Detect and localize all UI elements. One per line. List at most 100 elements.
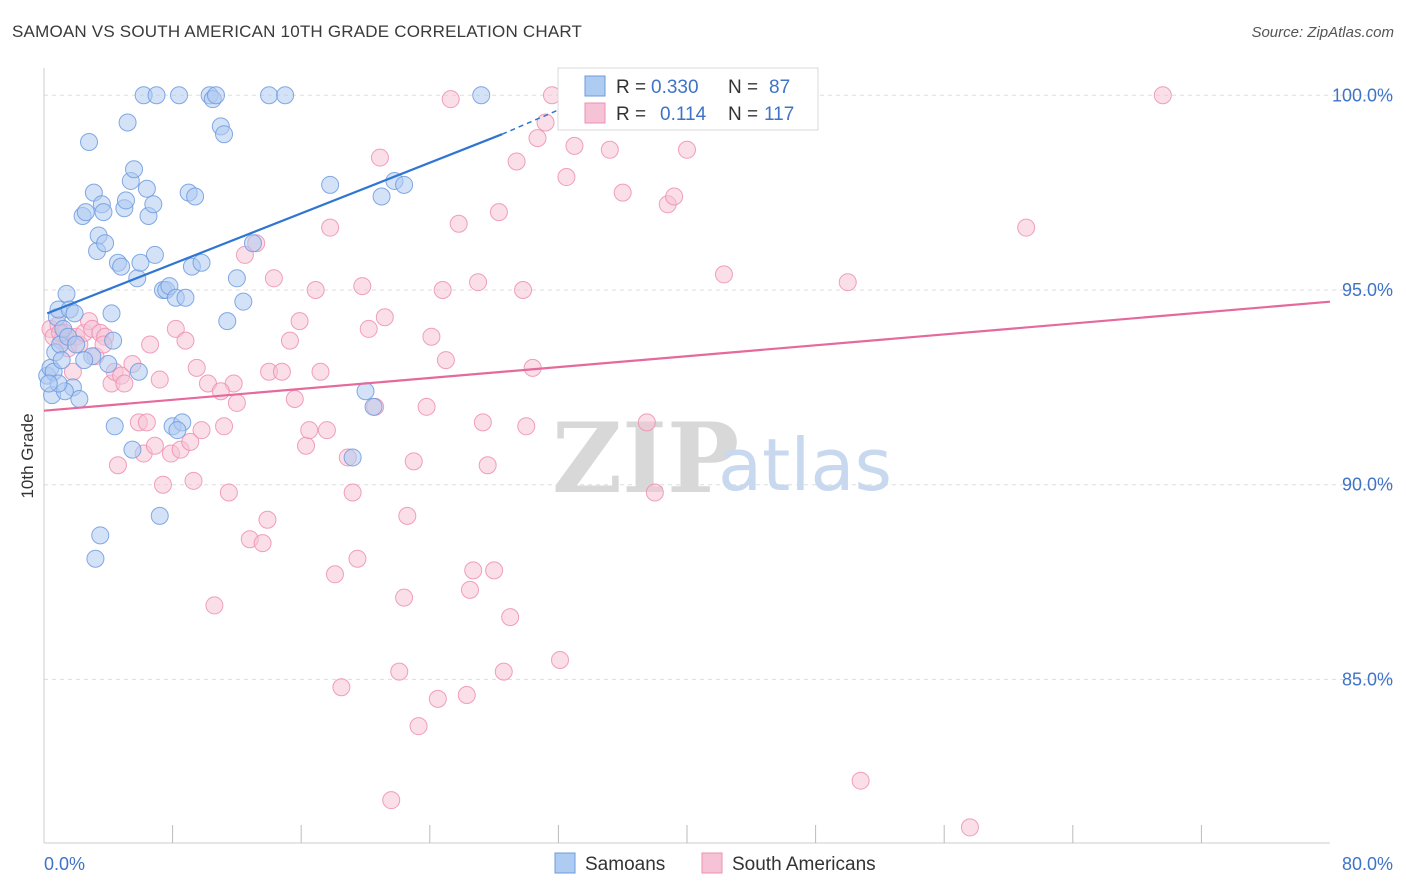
data-point [205,596,224,615]
data-point [102,304,121,323]
data-point [131,253,150,272]
data-point [181,432,200,451]
data-point [170,86,189,105]
data-point [218,312,237,331]
data-point [67,335,86,354]
x-tick-label: 0.0% [44,854,85,874]
data-point [141,335,160,354]
data-point [253,534,272,553]
data-point [348,549,367,568]
data-point [325,565,344,584]
data-point [838,273,857,292]
data-point [153,475,172,494]
data-point [112,257,131,276]
data-point [469,273,488,292]
data-point [300,421,319,440]
legend: Samoans South Americans [554,852,876,875]
data-point [75,351,94,370]
south-americans-n-value: 117 [764,104,794,125]
data-point [489,203,508,222]
watermark-atlas: atlas [718,423,892,507]
data-point [105,417,124,436]
data-point [851,771,870,790]
data-point [494,662,513,681]
chart-title: SAMOAN VS SOUTH AMERICAN 10TH GRADE CORR… [12,22,583,41]
south-americans-stat-swatch [584,102,606,124]
data-point [436,351,455,370]
data-point [449,214,468,233]
data-point [321,218,340,237]
samoans-trendline [46,133,503,315]
y-axis-title: 10th Grade [18,413,37,498]
data-point [187,358,206,377]
legend-label-south-americans: South Americans [732,854,876,875]
south-americans-r-value: 0.114 [660,104,707,125]
data-point [129,362,148,381]
data-point [485,561,504,580]
y-tick-label: 90.0% [1342,475,1393,495]
data-point [404,452,423,471]
y-tick-label: 85.0% [1342,669,1393,689]
data-point [243,234,262,253]
data-point [215,417,234,436]
data-point [192,253,211,272]
data-point [52,351,71,370]
data-point [422,327,441,346]
data-point [207,86,226,105]
data-point [144,195,163,214]
data-point [65,304,84,323]
data-point [428,689,447,708]
data-point [359,319,378,338]
data-point [147,86,166,105]
data-point [395,175,414,194]
data-point [76,203,95,222]
data-point [1153,86,1172,105]
legend-label-samoans: Samoans [585,854,665,875]
data-point [80,132,99,151]
data-point [57,284,76,303]
data-point [433,280,452,299]
data-point [551,650,570,669]
data-point [123,440,142,459]
data-point [137,179,156,198]
data-point [417,397,436,416]
data-point [137,413,156,432]
data-point [39,374,58,393]
data-point [645,483,664,502]
data-point [557,168,576,187]
data-point [306,280,325,299]
legend-swatch-south-americans [701,852,723,874]
data-point [507,152,526,171]
data-point [264,269,283,288]
data-point [613,183,632,202]
data-point [280,331,299,350]
data-point [370,148,389,167]
data-point [91,526,110,545]
data-point [1017,218,1036,237]
samoans-n-value: 87 [769,77,790,98]
legend-swatch-samoans [554,852,576,874]
data-point [297,436,316,455]
samoans-n-label: N = [728,77,758,98]
data-point [409,717,428,736]
data-point [192,421,211,440]
data-point [108,456,127,475]
data-point [99,354,118,373]
south-americans-r-label: R = [616,104,646,125]
data-point [150,506,169,525]
data-point [168,421,187,440]
data-point [96,234,115,253]
data-point [637,413,656,432]
data-point [960,818,979,837]
data-point [678,140,696,159]
data-point [215,125,234,144]
data-point [665,187,684,206]
data-point [457,686,476,705]
data-point [600,140,619,159]
data-point [145,436,164,455]
samoans-stat-swatch [584,75,606,97]
data-point [176,331,195,350]
data-point [118,113,137,132]
data-point [473,413,492,432]
